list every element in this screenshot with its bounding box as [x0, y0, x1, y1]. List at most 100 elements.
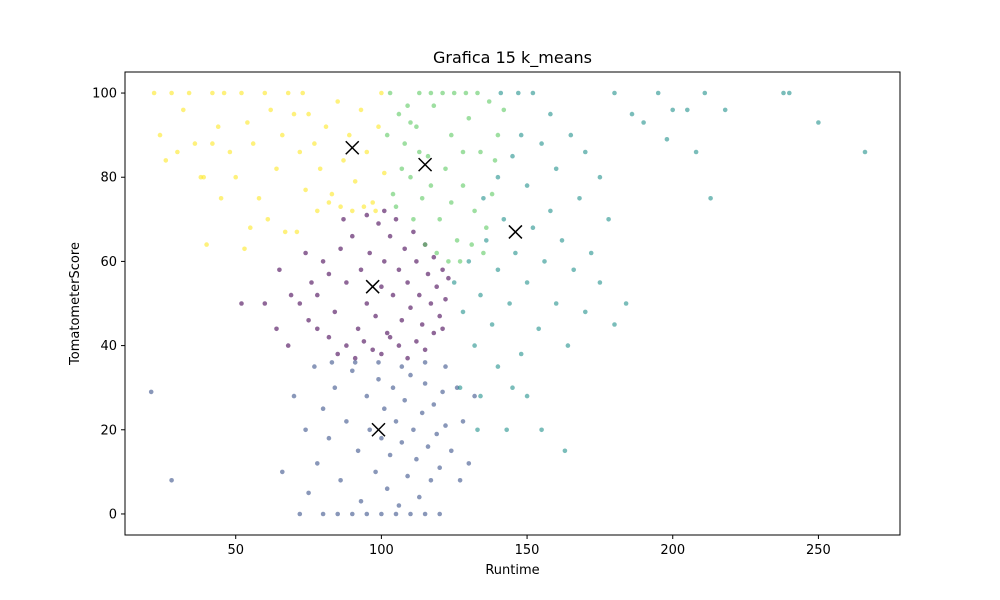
data-point-cluster-0: [309, 280, 314, 285]
data-point-cluster-2: [664, 137, 670, 142]
data-point-cluster-2: [629, 111, 635, 117]
data-point-cluster-1: [440, 389, 445, 395]
data-point-cluster-1: [306, 490, 311, 496]
data-point-cluster-1: [320, 511, 326, 517]
data-point-cluster-3: [428, 183, 434, 188]
data-point-cluster-1: [326, 435, 332, 441]
data-point-cluster-0: [370, 347, 376, 353]
data-point-cluster-2: [524, 393, 530, 399]
data-point-cluster-3: [417, 149, 422, 155]
data-point-cluster-0: [350, 233, 355, 239]
data-point-cluster-1: [443, 364, 448, 369]
data-point-cluster-0: [382, 259, 387, 264]
data-point-cluster-1: [367, 427, 373, 433]
data-point-cluster-3: [428, 90, 434, 96]
data-point-cluster-0: [419, 322, 425, 327]
data-point-cluster-1: [390, 385, 396, 391]
data-point-cluster-4: [192, 141, 198, 146]
data-point-cluster-3: [446, 259, 451, 264]
data-point-cluster-4: [245, 120, 250, 125]
data-point-cluster-2: [548, 208, 553, 214]
data-point-cluster-2: [623, 301, 629, 306]
data-point-cluster-0: [355, 326, 361, 332]
data-point-cluster-0: [315, 326, 320, 332]
data-point-cluster-1: [379, 511, 384, 517]
data-point-cluster-2: [484, 238, 489, 243]
data-point-cluster-3: [449, 200, 454, 205]
data-point-cluster-0: [341, 217, 346, 222]
data-point-cluster-4: [376, 124, 381, 129]
data-point-cluster-2: [583, 309, 588, 315]
data-point-cluster-0: [358, 267, 364, 273]
data-point-cluster-0: [387, 233, 393, 239]
data-point-cluster-0: [425, 271, 431, 277]
plot-frame: [124, 71, 901, 536]
data-point-cluster-1: [376, 377, 381, 382]
data-point-cluster-4: [347, 132, 352, 138]
data-point-cluster-3: [390, 191, 396, 197]
data-point-cluster-0: [405, 355, 410, 361]
data-point-cluster-3: [472, 208, 477, 214]
data-point-cluster-1: [169, 478, 174, 483]
data-point-cluster-2: [536, 326, 541, 332]
data-point-cluster-2: [583, 149, 588, 155]
data-point-cluster-4: [204, 242, 209, 247]
data-point-cluster-3: [481, 250, 486, 256]
x-tick-label: 100: [369, 543, 394, 558]
data-point-cluster-2: [498, 90, 504, 96]
data-point-cluster-0: [332, 309, 338, 315]
x-axis-ticks: 50 100 150 200 250: [227, 535, 831, 558]
data-point-cluster-1: [460, 419, 466, 424]
data-point-cluster-3: [440, 90, 445, 96]
data-point-cluster-4: [312, 141, 317, 146]
data-point-cluster-3: [451, 90, 457, 96]
centroid-marker-0: [365, 279, 380, 294]
data-point-cluster-3: [463, 90, 469, 96]
data-point-cluster-4: [303, 187, 308, 193]
data-point-cluster-1: [384, 486, 390, 492]
data-point-cluster-3: [443, 166, 448, 172]
data-point-cluster-2: [501, 217, 507, 222]
data-point-cluster-0: [384, 330, 390, 336]
data-point-cluster-0: [277, 267, 282, 273]
data-point-cluster-0: [262, 301, 268, 306]
data-point-cluster-0: [387, 334, 393, 340]
data-point-cluster-1: [419, 410, 425, 416]
data-point-cluster-4: [373, 208, 378, 214]
data-point-cluster-2: [562, 448, 568, 454]
data-point-cluster-0: [326, 334, 332, 340]
data-point-cluster-2: [685, 107, 690, 113]
data-point-cluster-4: [294, 229, 300, 235]
data-point-cluster-0: [361, 339, 367, 344]
data-point-cluster-3: [460, 183, 466, 188]
data-point-cluster-4: [268, 107, 274, 113]
x-tick-label: 50: [227, 543, 244, 558]
data-point-cluster-1: [376, 360, 381, 365]
data-point-cluster-3: [408, 120, 413, 125]
data-point-cluster-1: [466, 461, 472, 466]
data-point-cluster-3: [457, 259, 463, 264]
data-point-cluster-1: [408, 511, 413, 517]
data-point-cluster-2: [862, 149, 868, 155]
data-point-cluster-3: [486, 99, 492, 104]
data-point-cluster-4: [329, 191, 335, 197]
data-point-cluster-2: [530, 90, 536, 96]
data-point-cluster-2: [504, 427, 510, 433]
data-point-cluster-2: [542, 259, 547, 264]
centroid-layer: [345, 140, 523, 437]
y-axis-label: TomatometerScore: [68, 242, 83, 366]
data-point-cluster-2: [451, 280, 457, 285]
data-point-cluster-4: [370, 200, 376, 205]
data-point-cluster-1: [399, 364, 405, 369]
data-point-cluster-2: [702, 90, 708, 96]
data-point-cluster-0: [239, 301, 244, 306]
points-layer: [148, 90, 868, 517]
data-point-cluster-1: [320, 406, 326, 412]
data-point-cluster-2: [548, 111, 553, 117]
data-point-cluster-0: [344, 280, 349, 285]
data-point-cluster-4: [265, 217, 271, 222]
data-point-cluster-3: [466, 116, 472, 121]
data-point-cluster-4: [221, 90, 227, 96]
data-point-cluster-1: [350, 368, 355, 374]
